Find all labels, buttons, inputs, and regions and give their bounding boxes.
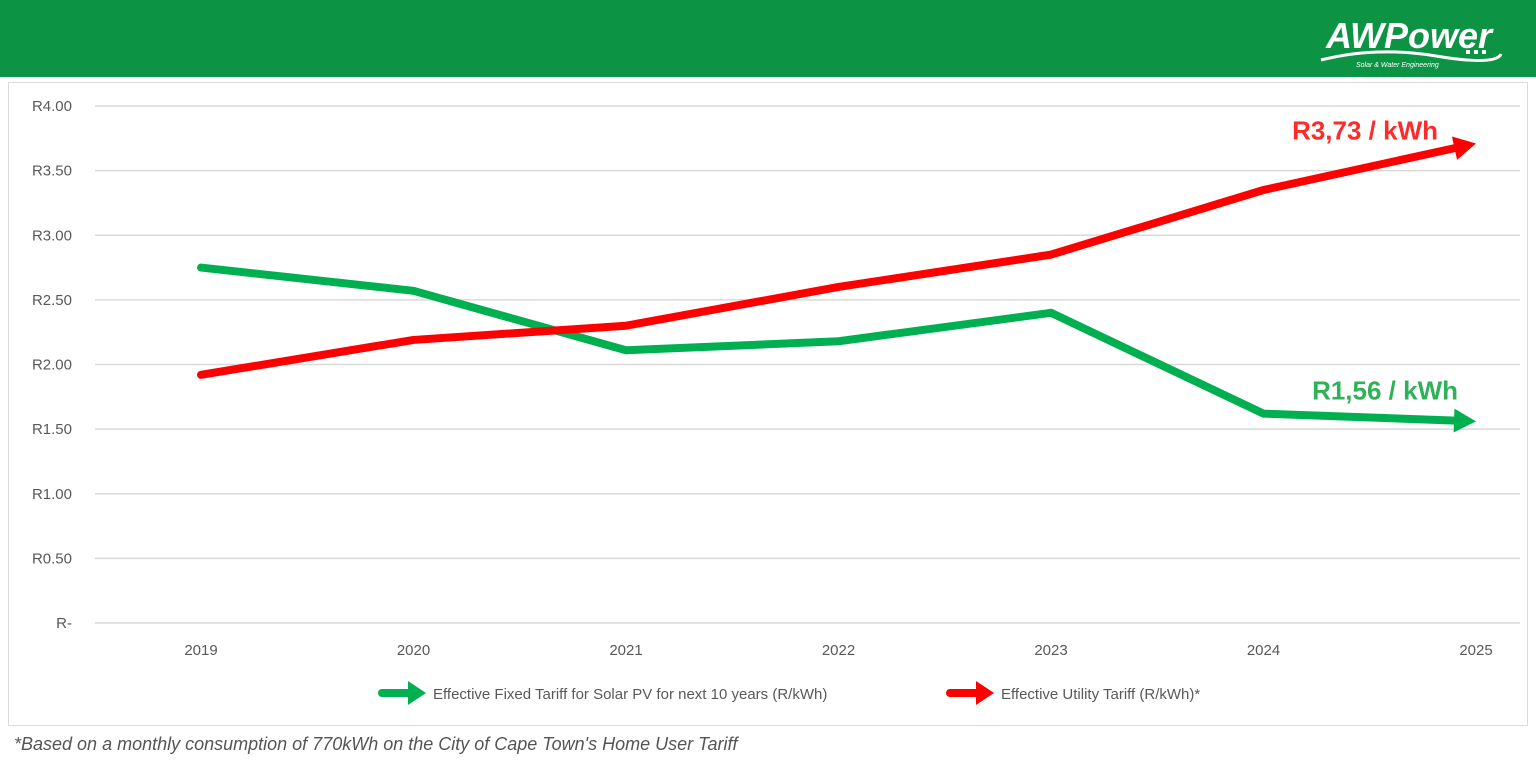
legend-label: Effective Fixed Tariff for Solar PV for … [433, 686, 827, 703]
y-tick-label: R1.00 [32, 486, 72, 503]
annotation-label: R1,56 / kWh [1312, 375, 1458, 405]
logo-tagline: Solar & Water Engineering [1356, 62, 1439, 69]
y-tick-label: R2.50 [32, 292, 72, 309]
x-tick-label: 2022 [822, 642, 855, 659]
x-tick-label: 2023 [1034, 642, 1067, 659]
x-tick-label: 2024 [1247, 642, 1280, 659]
series-arrowhead-1 [1451, 136, 1476, 160]
legend-arrow-icon [976, 681, 994, 705]
x-tick-label: 2020 [397, 642, 430, 659]
series-arrowhead-0 [1453, 408, 1476, 433]
y-tick-label: R2.00 [32, 357, 72, 374]
chart-frame [8, 82, 1528, 726]
logo-text: AWPower [1325, 15, 1494, 56]
y-tick-label: R- [56, 615, 72, 632]
y-tick-label: R0.50 [32, 550, 72, 567]
legend-arrow-icon [408, 681, 426, 705]
annotation-label: R3,73 / kWh [1292, 115, 1438, 145]
legend-label: Effective Utility Tariff (R/kWh)* [1001, 686, 1200, 703]
header-bar: AWPower Solar & Water Engineering [0, 0, 1536, 77]
y-tick-label: R3.00 [32, 227, 72, 244]
footnote: *Based on a monthly consumption of 770kW… [14, 734, 738, 754]
x-tick-label: 2019 [184, 642, 217, 659]
awpower-logo: AWPower Solar & Water Engineering [1320, 15, 1503, 69]
x-tick-label: 2021 [609, 642, 642, 659]
y-tick-label: R3.50 [32, 163, 72, 180]
y-tick-label: R1.50 [32, 421, 72, 438]
x-tick-label: 2025 [1459, 642, 1492, 659]
y-tick-label: R4.00 [32, 98, 72, 115]
